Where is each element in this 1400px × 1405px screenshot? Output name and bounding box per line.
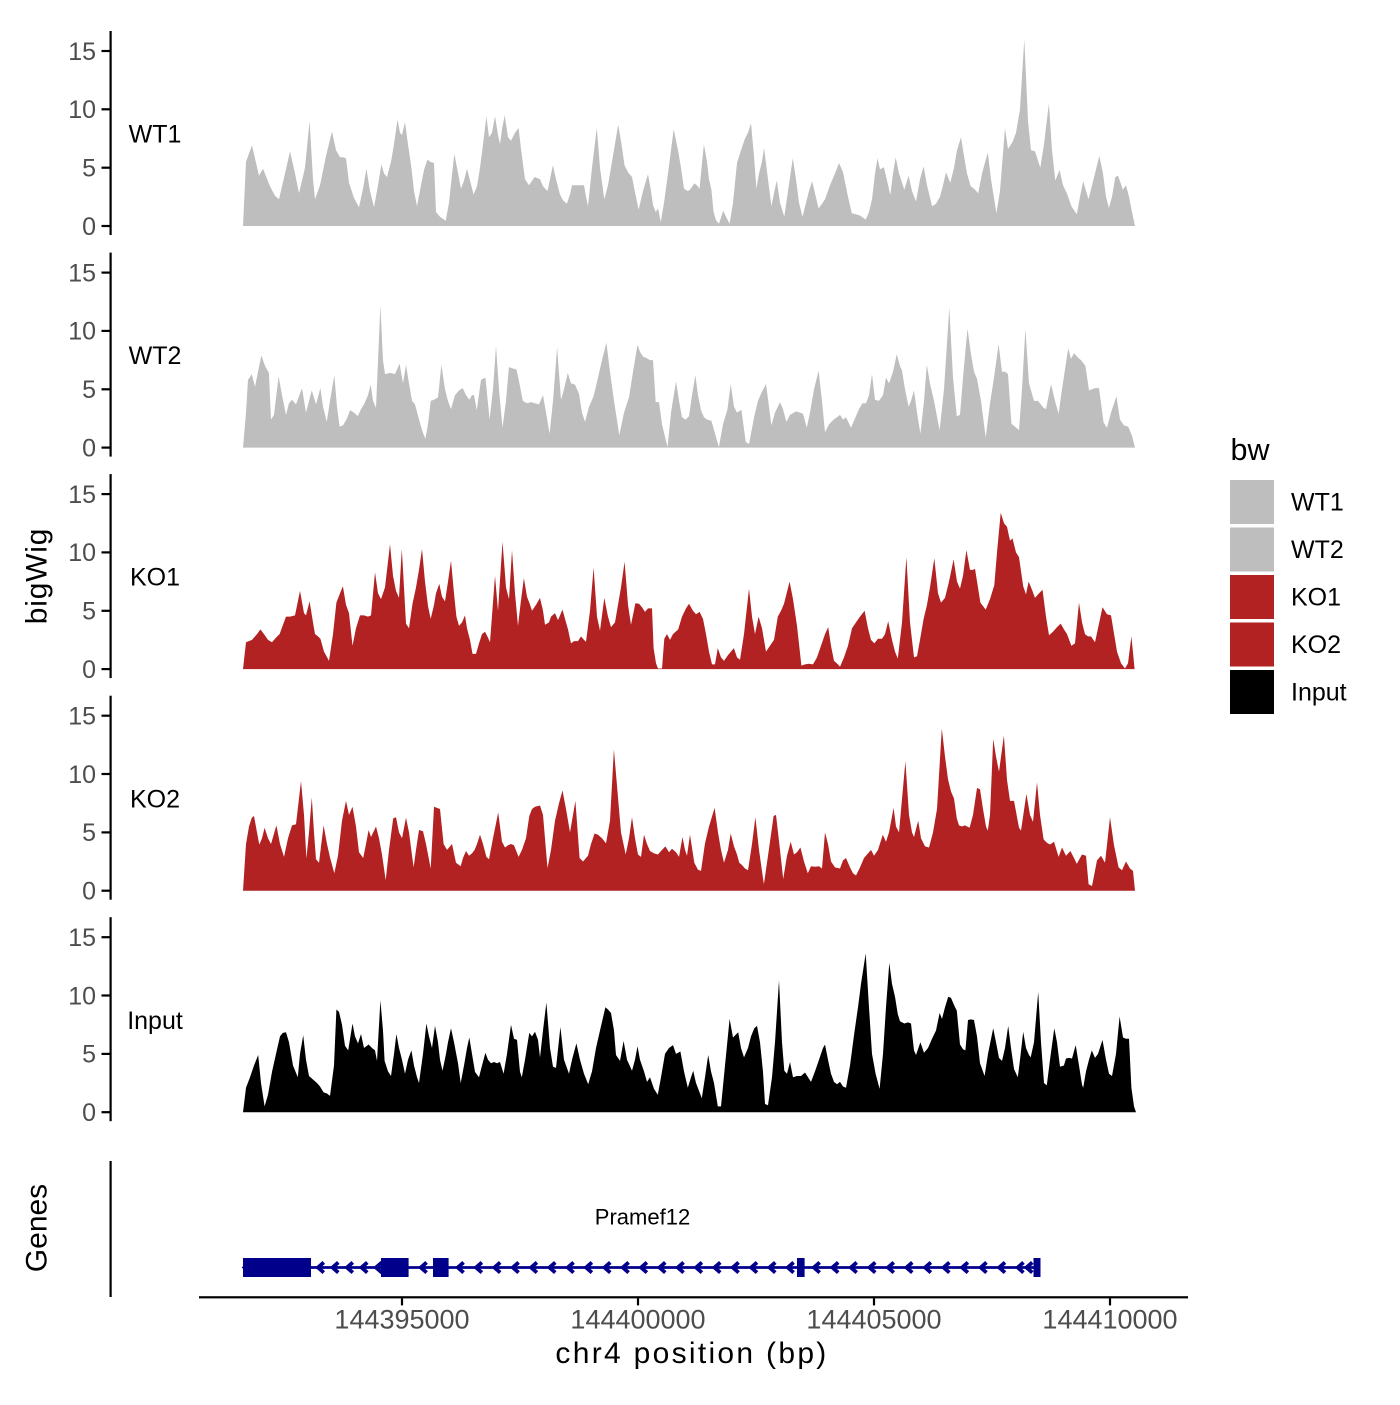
svg-text:KO1: KO1: [1291, 584, 1341, 612]
svg-text:0: 0: [82, 656, 96, 684]
svg-text:15: 15: [68, 703, 96, 731]
svg-text:Input: Input: [127, 1007, 183, 1035]
svg-text:KO2: KO2: [130, 785, 180, 813]
svg-text:bigWig: bigWig: [21, 528, 54, 625]
svg-text:5: 5: [82, 819, 96, 847]
svg-text:WT1: WT1: [129, 121, 182, 149]
svg-text:5: 5: [82, 155, 96, 183]
svg-text:10: 10: [68, 539, 96, 567]
svg-text:144400000: 144400000: [570, 1304, 705, 1334]
svg-text:10: 10: [68, 96, 96, 124]
svg-text:KO1: KO1: [130, 564, 180, 592]
svg-text:0: 0: [82, 213, 96, 241]
svg-text:0: 0: [82, 434, 96, 462]
svg-text:WT2: WT2: [129, 342, 182, 370]
svg-text:10: 10: [68, 318, 96, 346]
svg-text:chr4 position (bp): chr4 position (bp): [555, 1337, 828, 1370]
svg-text:5: 5: [82, 1041, 96, 1069]
svg-text:Input: Input: [1291, 679, 1347, 707]
svg-text:WT2: WT2: [1291, 536, 1344, 564]
svg-text:WT1: WT1: [1291, 489, 1344, 517]
svg-text:15: 15: [68, 259, 96, 287]
svg-text:Genes: Genes: [21, 1184, 54, 1272]
svg-text:0: 0: [82, 878, 96, 906]
svg-text:10: 10: [68, 761, 96, 789]
svg-text:bw: bw: [1231, 433, 1271, 467]
svg-text:Pramef12: Pramef12: [595, 1205, 690, 1230]
svg-text:144410000: 144410000: [1042, 1304, 1177, 1334]
svg-text:5: 5: [82, 598, 96, 626]
svg-text:144405000: 144405000: [806, 1304, 941, 1334]
svg-text:144395000: 144395000: [334, 1304, 469, 1334]
svg-text:5: 5: [82, 376, 96, 404]
svg-text:15: 15: [68, 38, 96, 66]
svg-text:0: 0: [82, 1099, 96, 1127]
svg-text:15: 15: [68, 924, 96, 952]
svg-text:KO2: KO2: [1291, 631, 1341, 659]
svg-text:10: 10: [68, 982, 96, 1010]
svg-text:15: 15: [68, 481, 96, 509]
